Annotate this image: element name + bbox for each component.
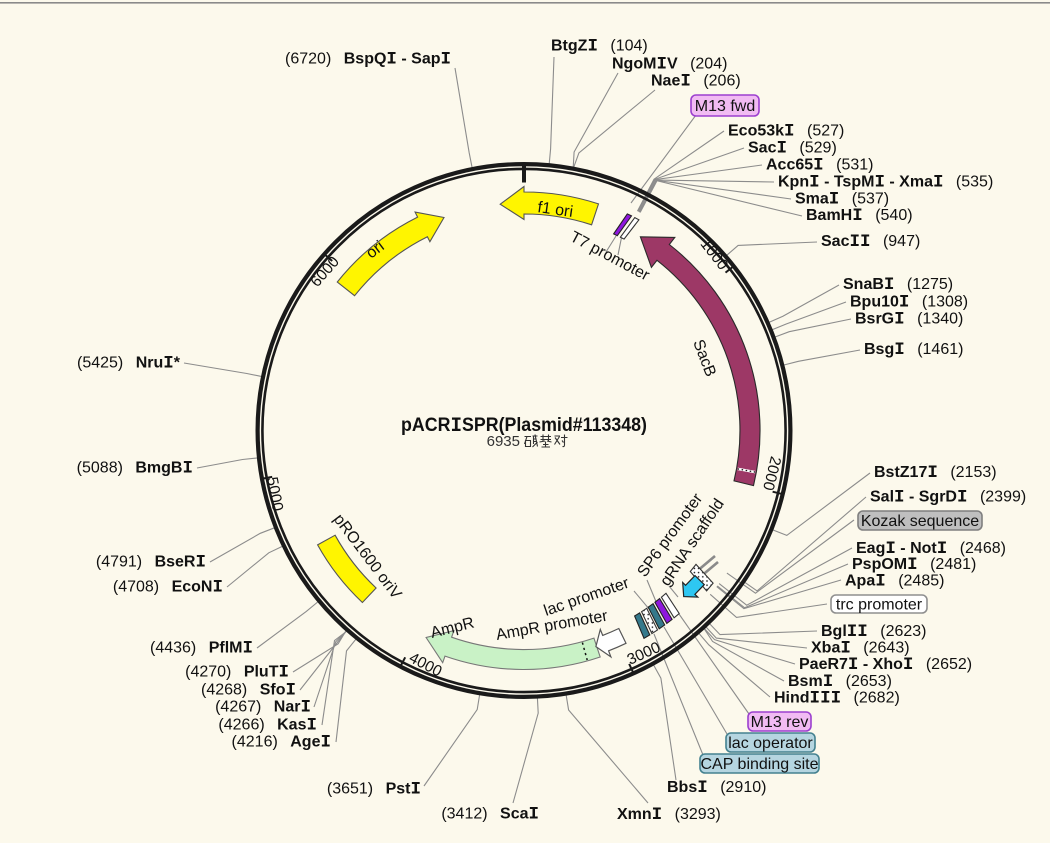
svg-text:(5088) BmgBI: (5088) BmgBI	[77, 459, 193, 479]
svg-text:BtgZI (104): BtgZI (104)	[551, 37, 648, 57]
svg-text:Acc65I (531): Acc65I (531)	[766, 156, 873, 176]
svg-text:XbaI (2643): XbaI (2643)	[811, 639, 910, 659]
svg-text:BsrGI (1340): BsrGI (1340)	[855, 310, 963, 330]
svg-text:(4268) SfoI: (4268) SfoI	[201, 681, 296, 701]
svg-text:SmaI (537): SmaI (537)	[795, 190, 889, 210]
svg-text:(4791) BseRI: (4791) BseRI	[96, 553, 206, 573]
svg-text:SnaBI (1275): SnaBI (1275)	[843, 275, 953, 295]
svg-text:Eco53kI (527): Eco53kI (527)	[728, 122, 844, 142]
svg-text:BsmI (2653): BsmI (2653)	[788, 672, 892, 692]
svg-text:CAP binding site: CAP binding site	[701, 756, 819, 773]
svg-text:trc promoter: trc promoter	[836, 597, 923, 614]
svg-text:6935: 6935	[487, 433, 520, 450]
svg-text:lac operator: lac operator	[728, 735, 813, 752]
svg-text:PaeR7I - XhoI (2652): PaeR7I - XhoI (2652)	[799, 655, 972, 675]
svg-text:XmnI (3293): XmnI (3293)	[617, 805, 721, 825]
svg-text:BstZ17I (2153): BstZ17I (2153)	[874, 463, 997, 483]
svg-text:SalI - SgrDI (2399): SalI - SgrDI (2399)	[870, 488, 1026, 508]
svg-text:5000: 5000	[263, 476, 286, 513]
svg-text:NgoMIV (204): NgoMIV (204)	[612, 55, 727, 75]
svg-text:(3651) PstI: (3651) PstI	[327, 780, 421, 800]
svg-text:M13 rev: M13 rev	[751, 714, 809, 731]
svg-text:BsgI (1461): BsgI (1461)	[864, 340, 963, 360]
svg-text:SacI (529): SacI (529)	[748, 139, 837, 159]
svg-text:pACRISPR(Plasmid#113348): pACRISPR(Plasmid#113348)	[401, 415, 647, 438]
svg-text:BamHI (540): BamHI (540)	[806, 206, 913, 226]
svg-text:Bpu10I (1308): Bpu10I (1308)	[850, 293, 968, 313]
svg-text:(5425) NruI*: (5425) NruI*	[77, 354, 181, 374]
svg-text:(4267) NarI: (4267) NarI	[215, 698, 311, 718]
svg-text:BglII (2623): BglII (2623)	[821, 622, 927, 642]
svg-text:NaeI (206): NaeI (206)	[651, 72, 741, 92]
svg-text:SacII (947): SacII (947)	[821, 232, 920, 252]
svg-text:HindIII (2682): HindIII (2682)	[774, 689, 900, 709]
svg-text:KpnI - TspMI - XmaI (535): KpnI - TspMI - XmaI (535)	[778, 173, 993, 193]
svg-text:f1 ori: f1 ori	[536, 199, 574, 221]
svg-text:ApaI (2485): ApaI (2485)	[845, 572, 944, 592]
svg-text:M13 fwd: M13 fwd	[695, 98, 755, 115]
svg-text:(6720) BspQI - SapI: (6720) BspQI - SapI	[285, 50, 451, 70]
svg-text:PspOMI (2481): PspOMI (2481)	[852, 555, 976, 575]
svg-text:(3412) ScaI: (3412) ScaI	[441, 805, 539, 825]
svg-text:(4708) EcoNI: (4708) EcoNI	[113, 578, 223, 598]
svg-text:(4270) PluTI: (4270) PluTI	[185, 663, 289, 683]
svg-text:(4266) KasI: (4266) KasI	[218, 716, 317, 736]
svg-text:EagI - NotI (2468): EagI - NotI (2468)	[856, 539, 1006, 559]
svg-text:Kozak sequence: Kozak sequence	[861, 513, 979, 530]
svg-text:BbsI (2910): BbsI (2910)	[667, 778, 766, 798]
svg-text:(4216) AgeI: (4216) AgeI	[232, 733, 331, 753]
svg-text:(4436) PflMI: (4436) PflMI	[150, 639, 253, 659]
